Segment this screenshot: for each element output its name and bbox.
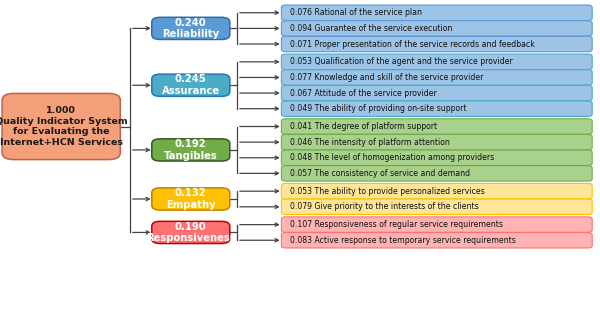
Text: 0.190
Responsiveness: 0.190 Responsiveness [146, 222, 236, 243]
FancyBboxPatch shape [281, 183, 592, 199]
Text: 0.132
Empathy: 0.132 Empathy [166, 188, 215, 210]
FancyBboxPatch shape [281, 217, 592, 232]
Text: 0.079 Give priority to the interests of the clients: 0.079 Give priority to the interests of … [290, 202, 479, 211]
Text: 0.041 The degree of platform support: 0.041 The degree of platform support [290, 122, 437, 131]
FancyBboxPatch shape [281, 101, 592, 116]
Text: 0.192
Tangibles: 0.192 Tangibles [164, 139, 218, 161]
FancyBboxPatch shape [281, 199, 592, 214]
FancyBboxPatch shape [2, 93, 121, 160]
FancyBboxPatch shape [281, 119, 592, 134]
FancyBboxPatch shape [281, 85, 592, 101]
Text: 1.000
Quality Indicator System
for Evaluating the
Internet+HCN Services: 1.000 Quality Indicator System for Evalu… [0, 107, 128, 146]
FancyBboxPatch shape [152, 221, 230, 244]
Text: 0.245
Assurance: 0.245 Assurance [162, 75, 220, 96]
Text: 0.048 The level of homogenization among providers: 0.048 The level of homogenization among … [290, 153, 494, 162]
FancyBboxPatch shape [281, 70, 592, 85]
Text: 0.107 Responsiveness of regular service requirements: 0.107 Responsiveness of regular service … [290, 220, 503, 229]
Text: 0.076 Rational of the service plan: 0.076 Rational of the service plan [290, 8, 422, 17]
FancyBboxPatch shape [281, 233, 592, 248]
Text: 0.067 Attitude of the service provider: 0.067 Attitude of the service provider [290, 89, 437, 97]
FancyBboxPatch shape [281, 36, 592, 52]
Text: 0.071 Proper presentation of the service records and feedback: 0.071 Proper presentation of the service… [290, 40, 535, 48]
FancyBboxPatch shape [281, 166, 592, 181]
FancyBboxPatch shape [152, 139, 230, 161]
FancyBboxPatch shape [281, 150, 592, 165]
Text: 0.240
Reliability: 0.240 Reliability [162, 17, 220, 39]
Text: 0.053 The ability to provide personalized services: 0.053 The ability to provide personalize… [290, 187, 485, 196]
Text: 0.046 The intensity of platform attention: 0.046 The intensity of platform attentio… [290, 138, 450, 146]
FancyBboxPatch shape [281, 54, 592, 70]
FancyBboxPatch shape [152, 188, 230, 210]
FancyBboxPatch shape [152, 17, 230, 39]
Text: 0.057 The consistency of service and demand: 0.057 The consistency of service and dem… [290, 169, 470, 178]
Text: 0.049 The ability of providing on-site support: 0.049 The ability of providing on-site s… [290, 104, 467, 113]
Text: 0.077 Knowledge and skill of the service provider: 0.077 Knowledge and skill of the service… [290, 73, 484, 82]
Text: 0.094 Guarantee of the service execution: 0.094 Guarantee of the service execution [290, 24, 453, 33]
FancyBboxPatch shape [281, 134, 592, 150]
Text: 0.083 Active response to temporary service requirements: 0.083 Active response to temporary servi… [290, 236, 516, 245]
FancyBboxPatch shape [281, 20, 592, 36]
FancyBboxPatch shape [281, 5, 592, 20]
FancyBboxPatch shape [152, 74, 230, 96]
Text: 0.053 Qualification of the agent and the service provider: 0.053 Qualification of the agent and the… [290, 57, 513, 66]
